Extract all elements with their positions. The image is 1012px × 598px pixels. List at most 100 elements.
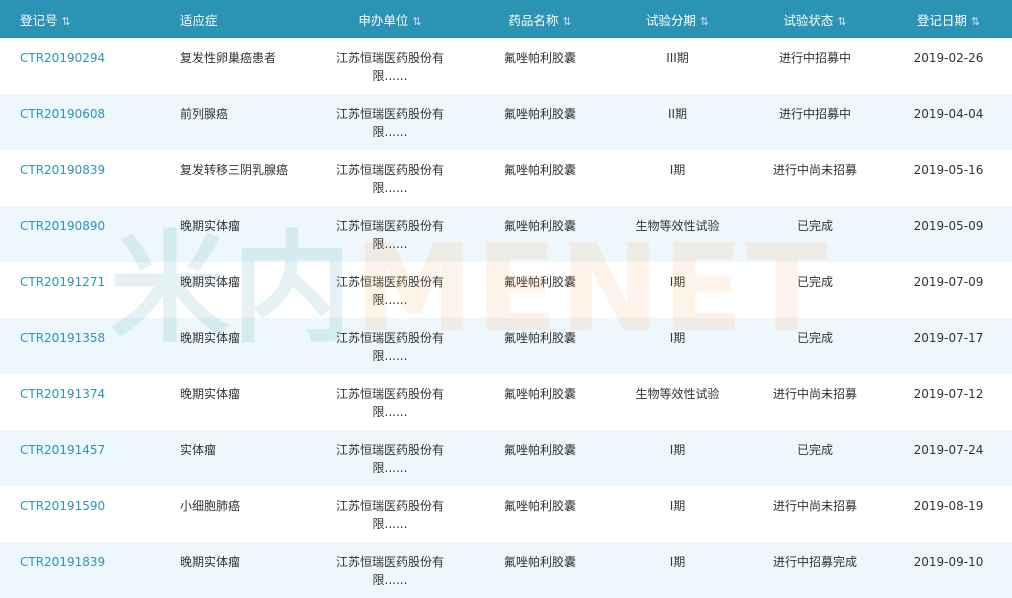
cell-text: 2019-05-16: [913, 163, 984, 177]
cell-text: 江苏恒瑞医药股份有限......: [335, 275, 444, 307]
cell-text: 实体瘤: [180, 443, 217, 457]
column-header[interactable]: 试验分期 ⇅: [610, 0, 745, 38]
cell-text: 江苏恒瑞医药股份有限......: [335, 219, 444, 251]
table-cell: 2019-07-12: [885, 374, 1012, 430]
cell-text: 氟唑帕利胶囊: [503, 51, 576, 65]
cell-text: I期: [669, 331, 686, 345]
cell-text: 氟唑帕利胶囊: [503, 163, 576, 177]
cell-text: 已完成: [796, 331, 833, 345]
cell-text: 晚期实体瘤: [180, 555, 241, 569]
table-row: CTR20191839 晚期实体瘤 江苏恒瑞医药股份有限...... 氟唑帕利胶囊 I期…: [0, 542, 1012, 598]
cell-text: 晚期实体瘤: [180, 387, 241, 401]
cell-text: 江苏恒瑞医药股份有限......: [335, 163, 444, 195]
table-cell: CTR20191271: [0, 262, 160, 318]
cell-text: 江苏恒瑞医药股份有限......: [335, 107, 444, 139]
column-header-label: 登记号: [20, 12, 58, 28]
cell-text: 氟唑帕利胶囊: [503, 219, 576, 233]
table-cell: 氟唑帕利胶囊: [470, 486, 610, 542]
sort-icon[interactable]: ⇅: [837, 14, 847, 28]
cell-text: 2019-07-12: [913, 387, 984, 401]
cell-text: 已完成: [796, 219, 833, 233]
registration-link[interactable]: CTR20190294: [20, 51, 106, 65]
cell-text: 2019-04-04: [913, 107, 984, 121]
registration-link[interactable]: CTR20191358: [20, 331, 106, 345]
table-cell: CTR20191457: [0, 430, 160, 486]
table-row: CTR20190608 前列腺癌 江苏恒瑞医药股份有限...... 氟唑帕利胶囊 II期…: [0, 94, 1012, 150]
table-cell: 已完成: [745, 430, 885, 486]
sort-icon[interactable]: ⇅: [61, 14, 71, 28]
column-header[interactable]: 申办单位 ⇅: [310, 0, 470, 38]
table-cell: 晚期实体瘤: [160, 262, 310, 318]
table-cell: 进行中招募中: [745, 94, 885, 150]
column-header-label: 试验状态: [783, 12, 834, 28]
table-cell: 江苏恒瑞医药股份有限......: [310, 94, 470, 150]
column-header-label: 适应症: [180, 12, 218, 28]
registration-link[interactable]: CTR20191839: [20, 555, 106, 569]
table-cell: 氟唑帕利胶囊: [470, 542, 610, 598]
table-cell: 氟唑帕利胶囊: [470, 262, 610, 318]
table-cell: 2019-07-24: [885, 430, 1012, 486]
table-cell: 江苏恒瑞医药股份有限......: [310, 430, 470, 486]
table-cell: CTR20191374: [0, 374, 160, 430]
table-cell: 氟唑帕利胶囊: [470, 318, 610, 374]
cell-text: 江苏恒瑞医药股份有限......: [335, 555, 444, 587]
cell-text: I期: [669, 499, 686, 513]
table-cell: 2019-05-09: [885, 206, 1012, 262]
cell-text: 江苏恒瑞医药股份有限......: [335, 443, 444, 475]
cell-text: 晚期实体瘤: [180, 331, 241, 345]
cell-text: I期: [669, 443, 686, 457]
column-header-label: 申办单位: [358, 12, 409, 28]
cell-text: 2019-09-10: [913, 555, 984, 569]
cell-text: 氟唑帕利胶囊: [503, 387, 576, 401]
table-cell: 2019-02-26: [885, 38, 1012, 94]
registration-link[interactable]: CTR20190839: [20, 163, 106, 177]
table-cell: 已完成: [745, 318, 885, 374]
cell-text: 2019-07-24: [913, 443, 984, 457]
table-cell: 晚期实体瘤: [160, 542, 310, 598]
registration-link[interactable]: CTR20191457: [20, 443, 106, 457]
sort-icon[interactable]: ⇅: [562, 14, 572, 28]
cell-text: 进行中招募中: [778, 51, 851, 65]
cell-text: 2019-08-19: [913, 499, 984, 513]
registration-link[interactable]: CTR20191271: [20, 275, 106, 289]
table-cell: CTR20190294: [0, 38, 160, 94]
table-row: CTR20191358 晚期实体瘤 江苏恒瑞医药股份有限...... 氟唑帕利胶囊 I期…: [0, 318, 1012, 374]
table-cell: 江苏恒瑞医药股份有限......: [310, 486, 470, 542]
cell-text: 2019-07-17: [913, 331, 984, 345]
cell-text: 晚期实体瘤: [180, 219, 241, 233]
cell-text: 氟唑帕利胶囊: [503, 499, 576, 513]
cell-text: 已完成: [796, 275, 833, 289]
table-row: CTR20191590 小细胞肺癌 江苏恒瑞医药股份有限...... 氟唑帕利胶囊 I期…: [0, 486, 1012, 542]
table-cell: 江苏恒瑞医药股份有限......: [310, 206, 470, 262]
sort-icon[interactable]: ⇅: [412, 14, 422, 28]
column-header-label: 试验分期: [645, 12, 696, 28]
table-header: 登记号 ⇅ 适应症 申办单位 ⇅ 药品名称 ⇅ 试验分期 ⇅ 试验状态 ⇅ 登记日期 ⇅: [0, 0, 1012, 38]
cell-text: 江苏恒瑞医药股份有限......: [335, 331, 444, 363]
table-row: CTR20191374 晚期实体瘤 江苏恒瑞医药股份有限...... 氟唑帕利胶囊 生物…: [0, 374, 1012, 430]
sort-icon[interactable]: ⇅: [970, 14, 981, 28]
cell-text: 氟唑帕利胶囊: [503, 555, 576, 569]
cell-text: 氟唑帕利胶囊: [503, 275, 576, 289]
table-cell: 江苏恒瑞医药股份有限......: [310, 150, 470, 206]
table-cell: 前列腺癌: [160, 94, 310, 150]
table-cell: 晚期实体瘤: [160, 206, 310, 262]
table-cell: 小细胞肺癌: [160, 486, 310, 542]
table-cell: 2019-09-10: [885, 542, 1012, 598]
table-cell: 进行中尚未招募: [745, 486, 885, 542]
column-header[interactable]: 登记号 ⇅: [0, 0, 160, 38]
table-cell: 江苏恒瑞医药股份有限......: [310, 374, 470, 430]
registration-link[interactable]: CTR20191590: [20, 499, 106, 513]
cell-text: 进行中招募中: [778, 107, 851, 121]
table-cell: CTR20190839: [0, 150, 160, 206]
registration-link[interactable]: CTR20190890: [20, 219, 106, 233]
column-header[interactable]: 登记日期 ⇅: [885, 0, 1012, 38]
table-cell: 氟唑帕利胶囊: [470, 38, 610, 94]
sort-icon[interactable]: ⇅: [699, 14, 710, 28]
column-header[interactable]: 试验状态 ⇅: [745, 0, 885, 38]
column-header[interactable]: 药品名称 ⇅: [470, 0, 610, 38]
registration-link[interactable]: CTR20191374: [20, 387, 106, 401]
cell-text: 生物等效性试验: [635, 219, 720, 233]
registration-link[interactable]: CTR20190608: [20, 107, 106, 121]
table-row: CTR20190890 晚期实体瘤 江苏恒瑞医药股份有限...... 氟唑帕利胶囊 生物…: [0, 206, 1012, 262]
